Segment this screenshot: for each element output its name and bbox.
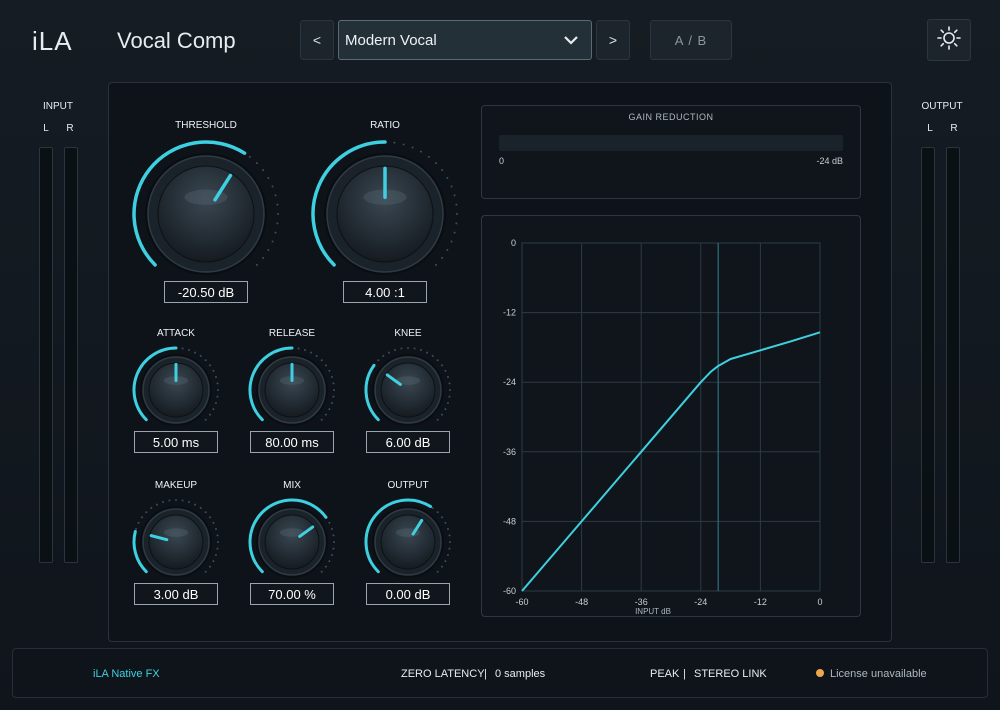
y-tick-label: -24 <box>503 377 516 387</box>
gain-reduction-title: GAIN REDUCTION <box>628 112 714 122</box>
mix-knob-arc <box>248 498 328 574</box>
makeup-knob-arc <box>132 530 148 574</box>
knee-knob-pointer <box>385 373 402 386</box>
output-value[interactable]: 0.00 dB <box>366 583 450 605</box>
gain-reduction-panel: GAIN REDUCTION 0 -24 dB <box>481 105 861 199</box>
makeup-knob-pointer <box>149 534 169 542</box>
output-meter-left <box>921 147 935 563</box>
x-tick-label: 0 <box>817 597 822 607</box>
attack-label: ATTACK <box>157 328 195 339</box>
y-tick-label: -36 <box>503 447 516 457</box>
y-tick-label: 0 <box>511 238 516 248</box>
output-meter-right <box>946 147 960 563</box>
attack-knob[interactable] <box>126 342 226 432</box>
input-meter-right <box>64 147 78 563</box>
output-knob-pointer <box>411 518 424 536</box>
attack-knob-arc <box>132 346 178 422</box>
latency-separator: | <box>484 668 487 680</box>
license-status: License unavailable <box>830 668 927 680</box>
threshold-knob-arc <box>132 140 247 267</box>
mix-knob-pointer <box>298 525 315 538</box>
preset-name: Modern Vocal <box>345 31 437 49</box>
output-knob[interactable] <box>358 494 458 584</box>
gain-reduction-max-label: -24 dB <box>816 156 843 166</box>
x-tick-label: -36 <box>635 597 648 607</box>
brand-logo: iLA <box>32 26 73 56</box>
stereo-link[interactable]: STEREO LINK <box>694 668 767 680</box>
ratio-knob-arc <box>311 140 387 267</box>
input-meter-left <box>39 147 53 563</box>
x-tick-label: -60 <box>515 597 528 607</box>
ab-compare-button[interactable]: A / B <box>650 20 732 60</box>
detection-mode[interactable]: PEAK <box>650 668 680 680</box>
knee-label: KNEE <box>394 328 422 339</box>
output-meter-left-label: L <box>927 123 933 134</box>
sun-gear-icon <box>936 25 962 56</box>
output-meter-title: OUTPUT <box>921 101 963 112</box>
makeup-label: MAKEUP <box>154 480 198 491</box>
output-knob-arc <box>364 498 433 574</box>
mix-knob[interactable] <box>242 494 342 584</box>
latency-value: 0 samples <box>495 668 546 680</box>
chevron-down-icon <box>563 32 579 52</box>
gain-reduction-min-label: 0 <box>499 156 505 166</box>
plugin-title: Vocal Comp <box>117 28 236 53</box>
output-label: OUTPUT <box>387 480 429 491</box>
attack-value[interactable]: 5.00 ms <box>134 431 218 453</box>
input-meter-right-label: R <box>66 123 74 134</box>
transfer-curve-chart: -60 -48 -36 -24 -12 0 0 -12 -24 -36 -48 -60 INPUT dB <box>503 238 823 616</box>
input-meter-left-label: L <box>43 123 49 134</box>
makeup-knob[interactable] <box>126 494 226 584</box>
x-tick-label: -24 <box>694 597 707 607</box>
input-meter-title: INPUT <box>43 101 73 112</box>
prev-preset-button[interactable]: < <box>300 20 334 60</box>
knee-value[interactable]: 6.00 dB <box>366 431 450 453</box>
release-knob-arc <box>248 346 294 422</box>
y-tick-label: -60 <box>503 586 516 596</box>
gain-reduction-bar <box>499 135 843 151</box>
knee-knob-arc <box>364 363 380 422</box>
ratio-knob[interactable] <box>305 134 465 284</box>
transfer-curve-line <box>521 331 821 592</box>
threshold-knob[interactable] <box>126 134 286 284</box>
output-meter-right-label: R <box>950 123 958 134</box>
x-tick-label: -48 <box>575 597 588 607</box>
release-value[interactable]: 80.00 ms <box>250 431 334 453</box>
transfer-curve-panel: -60 -48 -36 -24 -12 0 0 -12 -24 -36 -48 -60 INPUT dB <box>481 215 861 617</box>
next-preset-button[interactable]: > <box>596 20 630 60</box>
release-label: RELEASE <box>268 328 316 339</box>
license-status-dot <box>816 669 824 677</box>
ratio-label: RATIO <box>370 120 400 131</box>
status-bar: iLA Native FX ZERO LATENCY | 0 samples P… <box>12 648 988 698</box>
header: iLA Vocal Comp < Modern Vocal > A / B <box>0 0 1000 80</box>
mix-value[interactable]: 70.00 % <box>250 583 334 605</box>
knee-knob[interactable] <box>358 342 458 432</box>
release-knob[interactable] <box>242 342 342 432</box>
x-tick-label: -12 <box>754 597 767 607</box>
y-tick-label: -48 <box>503 516 516 526</box>
settings-button[interactable] <box>927 19 971 61</box>
threshold-value[interactable]: -20.50 dB <box>164 281 248 303</box>
mix-label: MIX <box>283 480 301 491</box>
latency-label: ZERO LATENCY <box>401 668 485 680</box>
footer-brand: iLA Native FX <box>93 668 160 680</box>
makeup-value[interactable]: 3.00 dB <box>134 583 218 605</box>
threshold-label: THRESHOLD <box>175 120 237 131</box>
mode-separator: | <box>683 668 686 680</box>
y-tick-label: -12 <box>503 308 516 318</box>
x-axis-label: INPUT dB <box>635 607 671 616</box>
threshold-knob-pointer <box>213 173 233 202</box>
preset-select[interactable]: Modern Vocal <box>338 20 592 60</box>
ratio-value[interactable]: 4.00 :1 <box>343 281 427 303</box>
